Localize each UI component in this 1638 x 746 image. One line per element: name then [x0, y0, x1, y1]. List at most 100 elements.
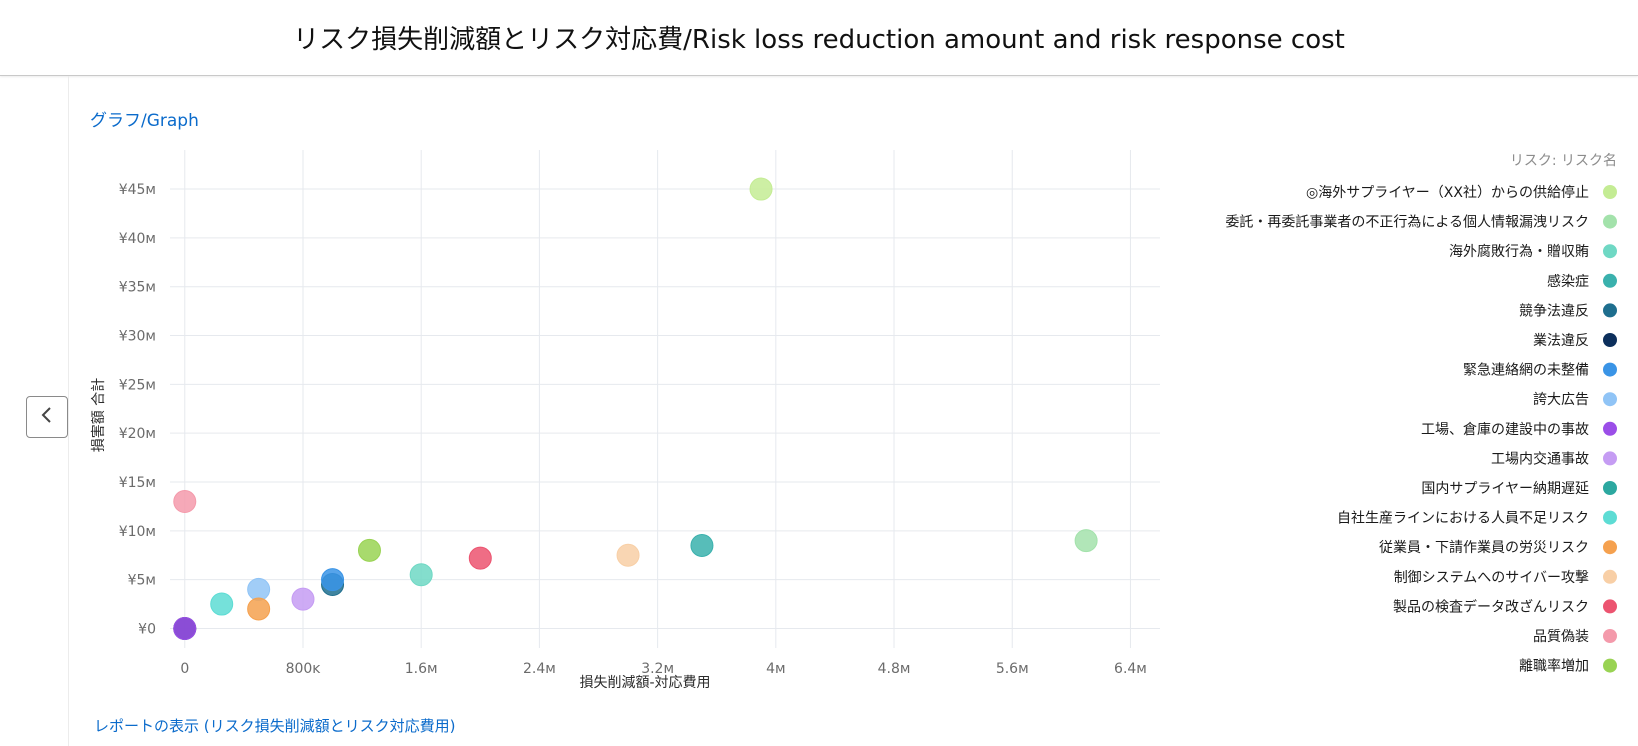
legend-swatch — [1603, 185, 1617, 199]
legend-swatch — [1603, 333, 1617, 347]
legend-label: 工場、倉庫の建設中の事故 — [1421, 421, 1589, 438]
legend-label: 自社生産ラインにおける人員不足リスク — [1337, 511, 1589, 527]
legend-swatch — [1603, 510, 1617, 525]
data-point[interactable] — [1074, 529, 1098, 553]
page-header: リスク損失削減額とリスク対応費/Risk loss reduction amou… — [0, 0, 1638, 76]
report-link[interactable]: レポートの表示 (リスク損失削減額とリスク対応費用) — [94, 717, 456, 735]
y-tick-label: ¥35ᴍ — [119, 280, 156, 296]
data-point[interactable] — [291, 587, 315, 611]
y-tick-label: ¥40ᴍ — [119, 231, 156, 247]
y-tick-label: ¥0 — [138, 621, 156, 637]
legend-title: リスク: リスク名 — [1510, 153, 1617, 169]
legend-swatch — [1603, 214, 1617, 229]
legend-label: 業法違反 — [1533, 333, 1589, 349]
data-point[interactable] — [173, 490, 197, 514]
data-point[interactable] — [749, 177, 773, 201]
data-point[interactable] — [247, 577, 271, 601]
legend-swatch — [1603, 392, 1617, 407]
legend-swatch — [1603, 303, 1617, 318]
legend-item[interactable]: 品質偽装 — [1533, 629, 1617, 645]
collapse-panel-button[interactable] — [26, 396, 68, 438]
x-tick-label: 800ᴋ — [286, 661, 322, 677]
legend-item[interactable]: 製品の検査データ改ざんリスク — [1393, 598, 1617, 615]
legend-label: 競争法違反 — [1519, 303, 1589, 319]
data-point[interactable] — [321, 568, 345, 592]
legend-item[interactable]: 競争法違反 — [1519, 303, 1617, 319]
gridlines — [170, 150, 1160, 648]
legend-swatch — [1603, 481, 1617, 495]
legend-swatch — [1603, 244, 1617, 259]
legend-item[interactable]: 緊急連絡網の未整備 — [1463, 362, 1617, 379]
y-tick-label: ¥30ᴍ — [119, 329, 156, 345]
legend-label: 緊急連絡網の未整備 — [1463, 363, 1589, 379]
legend-label: 従業員・下請作業員の労災リスク — [1379, 540, 1589, 556]
legend-label: 海外腐敗行為・贈収賄 — [1449, 243, 1589, 260]
legend-swatch — [1603, 362, 1617, 377]
legend-item[interactable]: 従業員・下請作業員の労災リスク — [1379, 540, 1617, 556]
x-axis-title: 損失削減額-対応費用 — [579, 674, 710, 691]
x-tick-label: 1.6ᴍ — [405, 661, 438, 677]
legend: ◎海外サプライヤー（XX社）からの供給停止委託・再委託事業者の不正行為による個人… — [1225, 184, 1617, 675]
legend-label: 誇大広告 — [1533, 392, 1589, 408]
legend-swatch — [1603, 540, 1617, 555]
legend-label: 委託・再委託事業者の不正行為による個人情報漏洩リスク — [1225, 215, 1589, 231]
legend-swatch — [1603, 421, 1617, 436]
y-tick-label: ¥5ᴍ — [128, 573, 156, 589]
legend-item[interactable]: 感染症 — [1547, 273, 1617, 290]
data-point[interactable] — [468, 546, 492, 570]
legend-item[interactable]: 委託・再委託事業者の不正行為による個人情報漏洩リスク — [1225, 214, 1617, 231]
data-point[interactable] — [173, 616, 197, 640]
x-tick-label: 4.8ᴍ — [878, 661, 911, 677]
legend-label: 製品の検査データ改ざんリスク — [1393, 598, 1589, 615]
legend-swatch — [1603, 629, 1617, 643]
sidebar-divider — [68, 76, 69, 746]
chevron-left-icon — [40, 406, 54, 428]
legend-item[interactable]: 工場、倉庫の建設中の事故 — [1421, 421, 1617, 438]
legend-label: 工場内交通事故 — [1491, 450, 1589, 467]
legend-label: 国内サプライヤー納期遅延 — [1421, 481, 1589, 497]
legend-item[interactable]: ◎海外サプライヤー（XX社）からの供給停止 — [1306, 184, 1617, 201]
legend-item[interactable]: 工場内交通事故 — [1491, 450, 1617, 467]
data-point[interactable] — [357, 538, 381, 562]
data-points — [173, 177, 1098, 640]
y-tick-label: ¥25ᴍ — [119, 377, 156, 393]
data-point[interactable] — [690, 533, 714, 557]
legend-label: 離職率増加 — [1519, 658, 1589, 675]
data-point[interactable] — [409, 563, 433, 587]
legend-item[interactable]: 国内サプライヤー納期遅延 — [1421, 481, 1617, 497]
legend-item[interactable]: 海外腐敗行為・贈収賄 — [1449, 243, 1617, 260]
x-axis-ticks: 0 800ᴋ 1.6ᴍ 2.4ᴍ 3.2ᴍ 4ᴍ 4.8ᴍ 5.6ᴍ 6.4ᴍ — [180, 661, 1147, 677]
legend-label: ◎海外サプライヤー（XX社）からの供給停止 — [1306, 184, 1589, 201]
data-point[interactable] — [210, 592, 234, 616]
legend-item[interactable]: 業法違反 — [1533, 333, 1617, 349]
legend-item[interactable]: 制御システムへのサイバー攻撃 — [1394, 569, 1617, 586]
legend-item[interactable]: 誇大広告 — [1533, 392, 1617, 408]
x-tick-label: 6.4ᴍ — [1114, 661, 1147, 677]
legend-item[interactable]: 自社生産ラインにおける人員不足リスク — [1337, 510, 1617, 527]
graph-link[interactable]: グラフ/Graph — [90, 111, 199, 131]
legend-label: 制御システムへのサイバー攻撃 — [1394, 570, 1589, 586]
y-tick-label: ¥15ᴍ — [119, 475, 156, 491]
y-tick-label: ¥10ᴍ — [119, 524, 156, 540]
x-tick-label: 5.6ᴍ — [996, 661, 1029, 677]
data-point[interactable] — [616, 543, 640, 567]
legend-label: 品質偽装 — [1533, 629, 1589, 645]
y-axis-ticks: ¥0 ¥5ᴍ ¥10ᴍ ¥15ᴍ ¥20ᴍ ¥25ᴍ ¥30ᴍ ¥35ᴍ ¥40ᴍ ¥45ᴍ — [119, 182, 156, 637]
x-tick-label: 2.4ᴍ — [523, 661, 556, 677]
x-tick-label: 3.2ᴍ — [641, 661, 674, 677]
y-tick-label: ¥45ᴍ — [119, 182, 156, 198]
x-tick-label: 0 — [180, 661, 189, 677]
legend-item[interactable]: 離職率増加 — [1519, 658, 1617, 675]
legend-swatch — [1603, 658, 1617, 673]
legend-swatch — [1603, 569, 1617, 584]
data-point[interactable] — [247, 597, 271, 621]
legend-swatch — [1603, 273, 1617, 288]
legend-label: 感染症 — [1547, 273, 1589, 290]
x-tick-label: 4ᴍ — [766, 661, 785, 677]
legend-swatch — [1603, 599, 1617, 614]
y-tick-label: ¥20ᴍ — [119, 426, 156, 442]
legend-swatch — [1603, 451, 1617, 466]
y-axis-title: 損害額 合計 — [91, 378, 107, 452]
page-title: リスク損失削減額とリスク対応費/Risk loss reduction amou… — [293, 25, 1345, 55]
